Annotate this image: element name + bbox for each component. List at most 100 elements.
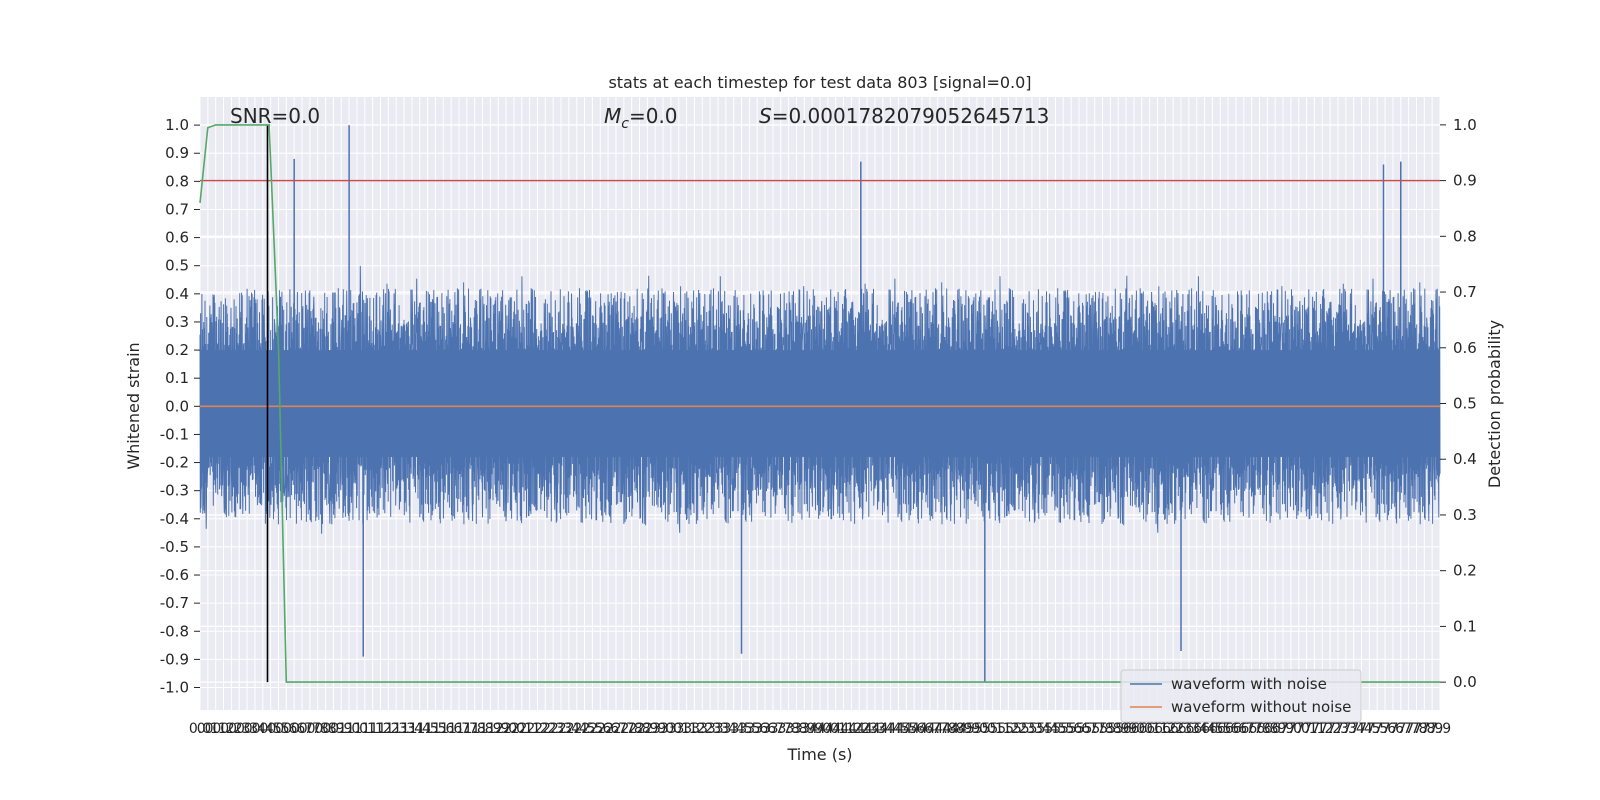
y-tick-label: -0.1 [160, 425, 189, 443]
y-tick-label: 0.2 [165, 341, 189, 359]
x-tick-label: 0.0 [189, 721, 211, 737]
y-tick-label: 0.9 [165, 144, 189, 162]
x-tick-label: 5.8 [1099, 721, 1121, 737]
x-tick-label: 2.8 [621, 721, 643, 737]
x-tick-label: 0.2 [212, 721, 234, 737]
legend-box [1120, 669, 1362, 723]
x-tick-label: 3.2 [683, 721, 705, 737]
x-tick-label: 6.4 [1193, 721, 1215, 737]
x-tick-label: 2.1 [511, 721, 533, 737]
y-tick-label: -1.0 [160, 679, 189, 697]
x-tick-label: 7.1 [1303, 721, 1325, 737]
x-tick-label: 3.8 [777, 721, 799, 737]
y-tick-label: -0.4 [160, 510, 189, 528]
x-tick-label: 1.8 [471, 721, 493, 737]
x-tick-label: 1.3 [385, 721, 407, 737]
x-tick-label: 6.6 [1217, 721, 1239, 737]
snr-annotation: SNR=0.0 [230, 104, 320, 128]
x-tick-label: 3.9 [801, 721, 823, 737]
y-tick-label: -0.8 [160, 622, 189, 640]
x-tick-label: 0.8 [314, 721, 336, 737]
x-tick-label: 0.4 [252, 721, 274, 737]
x-tick-label: 5.8 [1091, 721, 1113, 737]
y-tick-label: 0.6 [165, 229, 189, 247]
x-tick-label: 1.7 [448, 721, 470, 737]
x-tick-label: 2.0 [503, 721, 525, 737]
x-tick-label: 1.4 [401, 721, 423, 737]
x-tick-label: 7.7 [1390, 721, 1412, 737]
legend: waveform with noise waveform without noi… [1120, 669, 1362, 723]
x-tick-label: 6.8 [1256, 721, 1278, 737]
x-tick-label: 7.2 [1319, 721, 1341, 737]
x-tick-label: 2.3 [542, 721, 564, 737]
x-tick-label: 5.2 [997, 721, 1019, 737]
x-tick-label: 7.6 [1374, 721, 1396, 737]
x-tick-label: 5.7 [1084, 721, 1106, 737]
y-tick-label: 0.5 [165, 257, 189, 275]
s-annotation: S=0.0001782079052645713 [759, 104, 1049, 128]
x-tick-label: 2.3 [550, 721, 572, 737]
x-tick-label: 2.9 [636, 721, 658, 737]
x-tick-label: 1.9 [487, 721, 509, 737]
x-tick-label: 0.7 [291, 721, 313, 737]
x-tick-label: 0.4 [244, 721, 266, 737]
x-tick-label: 5.9 [1107, 721, 1129, 737]
x-tick-label: 3.3 [699, 721, 721, 737]
x-tick-label: 7.5 [1358, 721, 1380, 737]
x-tick-label: 6.1 [1146, 721, 1168, 737]
x-tick-label: 6.5 [1201, 721, 1223, 737]
x-tick-label: 6.8 [1248, 721, 1270, 737]
x-tick-label: 3.7 [770, 721, 792, 737]
x-tick-label: 7.9 [1421, 721, 1443, 737]
x-tick-label: 0.5 [267, 721, 289, 737]
x-tick-label: 2.7 [613, 721, 635, 737]
x-tick-label: 3.3 [707, 721, 729, 737]
mc-annotation: Mc=0.0 [604, 104, 678, 132]
x-tick-label: 6.0 [1131, 721, 1153, 737]
x-tick-label: 2.2 [534, 721, 556, 737]
x-tick-label: 6.3 [1170, 721, 1192, 737]
x-tick-label: 0.9 [322, 721, 344, 737]
y-right-tick-label: 0.5 [1453, 395, 1477, 413]
x-tick-label: 0.3 [236, 721, 258, 737]
x-tick-label: 7.5 [1366, 721, 1388, 737]
x-tick-label: 2.7 [605, 721, 627, 737]
y-tick-label: 0.3 [165, 313, 189, 331]
x-tick-label: 4.1 [832, 721, 854, 737]
x-tick-label: 1.6 [440, 721, 462, 737]
x-tick-label: 5.0 [974, 721, 996, 737]
legend-label-waveform-with-noise: waveform with noise [1171, 675, 1327, 693]
series-waveform-with-noise [199, 125, 1441, 682]
x-tick-label: 1.9 [479, 721, 501, 737]
y-axis-right-ticks: 1.0 0.9 0.8 0.7 0.6 0.5 0.4 0.3 0.2 0.1 0.0 [1440, 116, 1477, 691]
x-tick-label: 0.3 [228, 721, 250, 737]
y-right-tick-label: 1.0 [1453, 116, 1477, 134]
y-tick-label: -0.2 [160, 454, 189, 472]
x-tick-label: 6.7 [1241, 721, 1263, 737]
y-tick-label: 0.8 [165, 172, 189, 190]
y-axis-right-label: Detection probability [1485, 320, 1504, 488]
y-right-tick-label: 0.9 [1453, 172, 1477, 190]
x-tick-label: 7.3 [1327, 721, 1349, 737]
x-tick-label: 7.3 [1335, 721, 1357, 737]
x-tick-label: 5.1 [982, 721, 1004, 737]
x-tick-label: 6.2 [1162, 721, 1184, 737]
y-right-tick-label: 0.2 [1453, 562, 1477, 580]
x-tick-label: 1.3 [393, 721, 415, 737]
y-tick-label: 0.4 [165, 285, 189, 303]
x-tick-label: 2.4 [558, 721, 580, 737]
y-right-tick-label: 0.6 [1453, 339, 1477, 357]
x-tick-label: 7.8 [1405, 721, 1427, 737]
legend-label-waveform-without-noise: waveform without noise [1171, 698, 1351, 716]
x-tick-label: 1.2 [377, 721, 399, 737]
x-tick-label: 0.1 [197, 721, 219, 737]
x-tick-label: 5.6 [1068, 721, 1090, 737]
waveform-with-noise-core [200, 350, 1440, 457]
detection-probability-line [199, 124, 1440, 683]
x-tick-label: 4.7 [927, 721, 949, 737]
y-right-tick-label: 0.4 [1453, 450, 1477, 468]
x-tick-label: 3.4 [723, 721, 745, 737]
y-right-tick-label: 0.0 [1453, 673, 1477, 691]
chart-title: stats at each timestep for test data 803… [608, 73, 1031, 92]
